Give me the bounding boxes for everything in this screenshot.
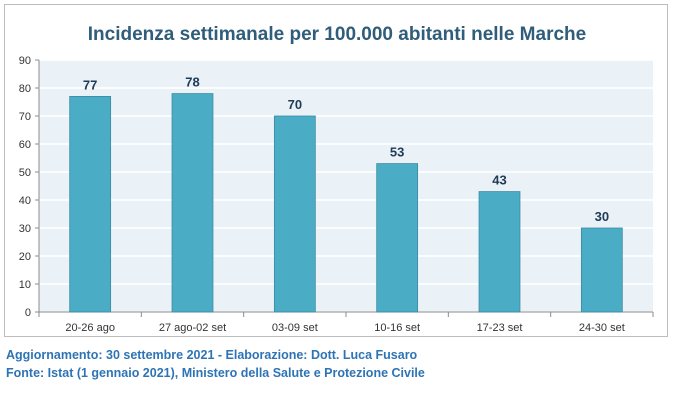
y-tick-label: 10 [19, 279, 31, 291]
y-tick-label: 20 [19, 251, 31, 263]
y-tick-label: 0 [25, 307, 31, 319]
bar [580, 227, 623, 313]
bar [69, 96, 112, 313]
bar [171, 93, 214, 313]
data-label: 70 [288, 97, 302, 112]
y-tick-label: 50 [19, 167, 31, 179]
chart-title: Incidenza settimanale per 100.000 abitan… [87, 24, 587, 45]
y-tick-label: 40 [19, 195, 31, 207]
plot-area [39, 60, 653, 312]
footer-source-line: Fonte: Istat (1 gennaio 2021), Ministero… [6, 366, 425, 380]
data-label: 53 [390, 145, 404, 160]
footer: Aggiornamento: 30 settembre 2021 - Elabo… [6, 346, 425, 382]
x-tick-label: 24-30 set [579, 322, 625, 334]
y-tick-label: 60 [19, 139, 31, 151]
bar [478, 191, 521, 313]
x-tick-label: 17-23 set [477, 322, 523, 334]
y-tick-label: 30 [19, 223, 31, 235]
bar-chart: 0 10 20 30 40 50 60 70 80 90 77 20-26 ago 78 27 ago-0… [19, 55, 654, 334]
x-tick-label: 10-16 set [374, 322, 420, 334]
y-tick-label: 70 [19, 111, 31, 123]
x-tick-label: 20-26 ago [65, 322, 115, 334]
y-tick-label: 90 [19, 55, 31, 67]
bar [376, 163, 419, 313]
chart-frame: Incidenza settimanale per 100.000 abitan… [4, 4, 668, 337]
data-label: 78 [185, 75, 199, 90]
data-label: 77 [83, 77, 97, 92]
y-tick-label: 80 [19, 83, 31, 95]
data-label: 43 [492, 173, 506, 188]
x-tick-label: 03-09 set [272, 322, 318, 334]
x-tick-label: 27 ago-02 set [159, 322, 226, 334]
data-label: 30 [595, 209, 609, 224]
bar [273, 115, 316, 313]
footer-update-line: Aggiornamento: 30 settembre 2021 - Elabo… [6, 348, 418, 362]
